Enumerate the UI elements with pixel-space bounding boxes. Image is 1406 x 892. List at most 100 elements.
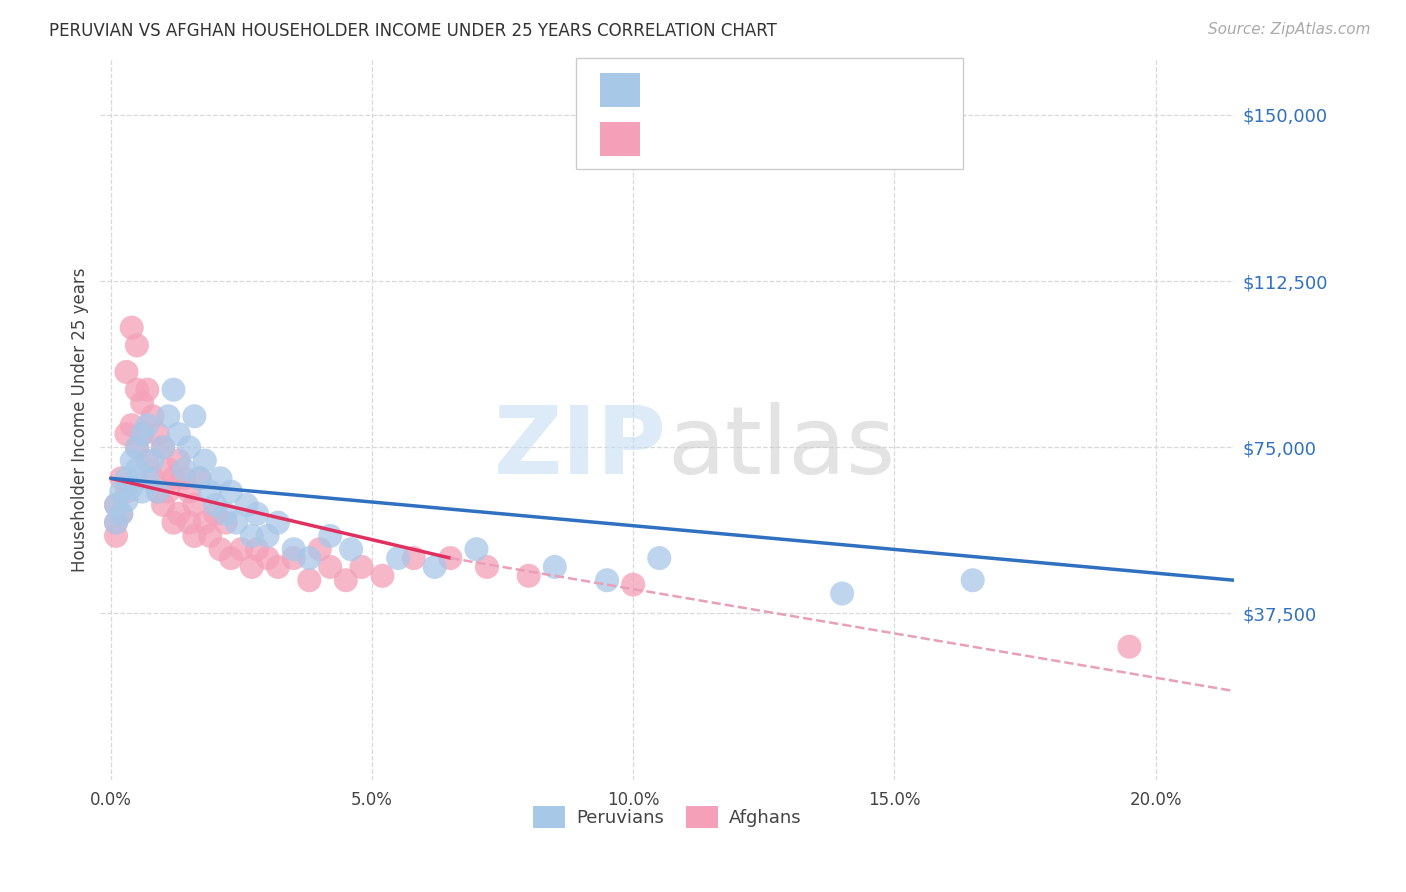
Point: [152, 440, 174, 454]
Point: [183, 498, 205, 512]
Point: [146, 484, 169, 499]
Point: [335, 573, 357, 587]
Point: [125, 440, 148, 454]
Point: [110, 484, 132, 499]
Point: [110, 507, 132, 521]
Point: [267, 560, 290, 574]
Point: [167, 453, 190, 467]
Point: [162, 516, 184, 530]
Point: [131, 427, 153, 442]
Point: [340, 542, 363, 557]
Point: [219, 551, 242, 566]
Point: [179, 440, 201, 454]
Point: [387, 551, 409, 566]
Point: [465, 542, 488, 557]
Point: [125, 338, 148, 352]
Point: [517, 569, 540, 583]
Point: [240, 529, 263, 543]
Point: [209, 471, 232, 485]
Text: PERUVIAN VS AFGHAN HOUSEHOLDER INCOME UNDER 25 YEARS CORRELATION CHART: PERUVIAN VS AFGHAN HOUSEHOLDER INCOME UN…: [49, 22, 778, 40]
Text: atlas: atlas: [666, 402, 896, 494]
Point: [162, 383, 184, 397]
Point: [621, 577, 644, 591]
Point: [142, 453, 165, 467]
Point: [105, 529, 128, 543]
Point: [167, 427, 190, 442]
Point: [544, 560, 567, 574]
Point: [162, 471, 184, 485]
Point: [142, 471, 165, 485]
Point: [298, 573, 321, 587]
Point: [142, 409, 165, 424]
Point: [183, 409, 205, 424]
Point: [173, 471, 195, 485]
Point: [188, 471, 211, 485]
Point: [204, 507, 226, 521]
Point: [121, 480, 143, 494]
Y-axis label: Householder Income Under 25 years: Householder Income Under 25 years: [72, 268, 89, 572]
Point: [110, 507, 132, 521]
Point: [183, 529, 205, 543]
Point: [105, 498, 128, 512]
Point: [204, 498, 226, 512]
Point: [105, 498, 128, 512]
Point: [188, 471, 211, 485]
Text: Source: ZipAtlas.com: Source: ZipAtlas.com: [1208, 22, 1371, 37]
Point: [131, 396, 153, 410]
Point: [298, 551, 321, 566]
Text: ZIP: ZIP: [495, 402, 666, 494]
Point: [256, 529, 278, 543]
Point: [198, 484, 221, 499]
Legend: Peruvians, Afghans: Peruvians, Afghans: [526, 799, 808, 836]
Point: [125, 440, 148, 454]
Point: [283, 542, 305, 557]
Point: [121, 453, 143, 467]
Point: [267, 516, 290, 530]
Point: [246, 507, 269, 521]
Point: [962, 573, 984, 587]
Point: [319, 529, 342, 543]
Point: [225, 516, 247, 530]
Point: [115, 484, 138, 499]
Point: [439, 551, 461, 566]
Point: [596, 573, 619, 587]
Point: [121, 320, 143, 334]
Point: [115, 365, 138, 379]
Point: [157, 462, 180, 476]
Point: [198, 529, 221, 543]
Point: [215, 507, 238, 521]
Text: R = -0.210    N = 59: R = -0.210 N = 59: [651, 130, 834, 148]
Point: [131, 484, 153, 499]
Point: [105, 516, 128, 530]
Point: [179, 484, 201, 499]
Point: [152, 440, 174, 454]
Point: [240, 560, 263, 574]
Point: [350, 560, 373, 574]
Point: [146, 427, 169, 442]
Point: [194, 516, 217, 530]
Point: [121, 418, 143, 433]
Point: [209, 542, 232, 557]
Point: [115, 471, 138, 485]
Point: [157, 484, 180, 499]
Text: R = -0.258    N = 48: R = -0.258 N = 48: [651, 81, 834, 99]
Point: [283, 551, 305, 566]
Point: [125, 383, 148, 397]
Point: [308, 542, 330, 557]
Point: [173, 462, 195, 476]
Point: [136, 471, 159, 485]
Point: [146, 484, 169, 499]
Point: [831, 586, 853, 600]
Point: [231, 542, 253, 557]
Point: [125, 462, 148, 476]
Point: [136, 453, 159, 467]
Point: [402, 551, 425, 566]
Point: [194, 453, 217, 467]
Point: [152, 498, 174, 512]
Point: [179, 516, 201, 530]
Point: [648, 551, 671, 566]
Point: [131, 427, 153, 442]
Point: [115, 493, 138, 508]
Point: [110, 471, 132, 485]
Point: [1118, 640, 1140, 654]
